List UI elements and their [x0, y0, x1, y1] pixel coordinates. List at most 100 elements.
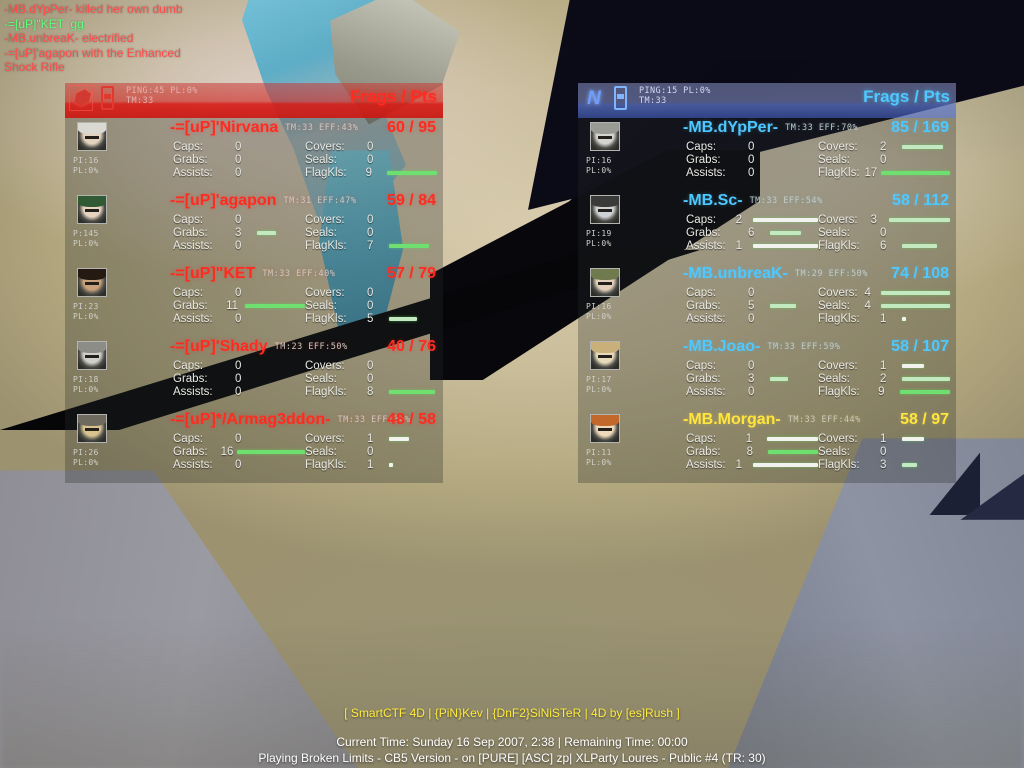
player-name-text: -MB.Joao-	[683, 338, 761, 355]
stat-value-covers: 0	[367, 140, 374, 153]
stat-value-seals: 0	[880, 226, 887, 239]
player-name[interactable]: -=[uP]'Shady TM:23 EFF:50%	[170, 338, 348, 356]
player-connection-info: PI:18 PL:0%	[73, 375, 99, 394]
avatar-eyes	[598, 282, 612, 285]
stats-column-right: Covers: 0 Seals: 0 FlagKls: 7	[305, 213, 437, 252]
stat-label-covers: Covers:	[818, 286, 858, 299]
stat-label-covers: Covers:	[305, 286, 345, 299]
stat-value-covers: 0	[367, 213, 374, 226]
stat-label-assists: Assists:	[173, 239, 213, 252]
stat-value-covers: 0	[367, 359, 374, 372]
stat-label-seals: Seals:	[818, 445, 850, 458]
stat-label-flagkls: FlagKls:	[818, 239, 860, 252]
stat-label-caps: Caps:	[686, 286, 717, 299]
player-ping: PI:17	[586, 375, 612, 384]
stat-value-assists: 1	[735, 458, 742, 471]
stat-label-seals: Seals:	[818, 226, 850, 239]
stat-covers: Covers: 0	[305, 286, 437, 299]
stat-flagkls: FlagKls: 3	[818, 458, 950, 471]
stat-label-grabs: Grabs:	[686, 226, 721, 239]
scoreboard-player-row[interactable]: P:145 PL:0% -=[uP]'agapon TM:31 EFF:47% 59 /…	[65, 191, 443, 264]
player-name-text: -=[uP]'Shady	[170, 338, 268, 355]
stat-value-covers: 1	[880, 359, 887, 372]
player-name[interactable]: -MB.Joao- TM:33 EFF:59%	[683, 338, 840, 356]
player-score: 85 / 169	[891, 119, 949, 136]
player-ping: PI:16	[586, 156, 612, 165]
player-name[interactable]: -=[uP]"KET TM:33 EFF:40%	[170, 265, 335, 283]
avatar	[590, 195, 620, 224]
stat-bar-grabs	[770, 376, 788, 381]
stat-label-flagkls: FlagKls:	[305, 239, 347, 252]
player-name[interactable]: -=[uP]*/Armag3ddon- TM:33 EFF:34%	[170, 411, 410, 429]
player-stats: Caps: 0 Grabs: 11 Assists: 0 Covers: 0 Seals: 0 Fl…	[173, 286, 437, 325]
stats-column-left: Caps: 0 Grabs: 5 Assists: 0	[686, 286, 818, 325]
stats-column-right: Covers: 0 Seals: 0 FlagKls: 8	[305, 359, 437, 398]
avatar-hair	[591, 123, 619, 134]
stat-grabs: Grabs: 5	[686, 299, 818, 312]
player-name[interactable]: -=[uP]'Nirvana TM:33 EFF:43%	[170, 119, 358, 137]
stat-value-assists: 0	[235, 312, 242, 325]
stats-column-left: Caps: 0 Grabs: 16 Assists: 0	[173, 432, 305, 471]
scoreboard-player-row[interactable]: PI:16 PL:0% -MB.dYpPer- TM:33 EFF:70% 85 / 1…	[578, 118, 956, 191]
stat-value-flagkls: 9	[365, 166, 373, 179]
stat-label-grabs: Grabs:	[173, 372, 208, 385]
stat-value-assists: 0	[235, 458, 242, 471]
stat-value-caps: 0	[748, 140, 755, 153]
stat-bar-assists	[753, 243, 818, 248]
player-name[interactable]: -MB.unbreaK- TM:29 EFF:50%	[683, 265, 868, 283]
current-time-line: Current Time: Sunday 16 Sep 2007, 2:38 |…	[336, 735, 688, 749]
player-connection-info: PI:17 PL:0%	[586, 375, 612, 394]
player-name[interactable]: -MB.Sc- TM:33 EFF:54%	[683, 192, 823, 210]
stat-value-assists: 1	[735, 239, 742, 252]
scoreboard-player-row[interactable]: PI:23 PL:0% -=[uP]"KET TM:33 EFF:40% 57 / 79…	[65, 264, 443, 337]
stats-column-left: Caps: 0 Grabs: 11 Assists: 0	[173, 286, 305, 325]
stat-assists: Assists: 0	[686, 166, 818, 179]
scoreboard-player-row[interactable]: PI:19 PL:0% -MB.Sc- TM:33 EFF:54% 58 / 112 Ca…	[578, 191, 956, 264]
scene-ground-shadow	[0, 620, 1024, 768]
scoreboard-footer: [ SmartCTF 4D | {PiN}Kev | {DnF2}SiNiSTe…	[0, 706, 1024, 766]
stat-value-grabs: 16	[220, 445, 234, 458]
player-tm-eff: TM:33 EFF:44%	[787, 415, 861, 425]
stat-caps: Caps: 0	[173, 286, 305, 299]
player-name[interactable]: -MB.dYpPer- TM:33 EFF:70%	[683, 119, 858, 137]
player-packetloss: PL:0%	[73, 384, 99, 394]
stat-bar-covers	[902, 436, 924, 441]
scoreboard-player-row[interactable]: PI:16 PL:0% -MB.unbreaK- TM:29 EFF:50% 74 / …	[578, 264, 956, 337]
stats-column-left: Caps: 0 Grabs: 0 Assists: 0	[173, 140, 305, 179]
stats-column-right: Covers: 1 Seals: 0 FlagKls: 3	[818, 432, 950, 471]
player-name-text: -MB.Sc-	[683, 192, 743, 209]
player-name[interactable]: -MB.Morgan- TM:33 EFF:44%	[683, 411, 861, 429]
stat-bar-grabs	[770, 230, 801, 235]
chat-message: -MB.dYpPer- killed her own dumb	[4, 2, 183, 16]
avatar-hair	[78, 123, 106, 134]
stat-value-flagkls: 1	[880, 312, 887, 325]
scoreboard-player-row[interactable]: PI:16 PL:0% -=[uP]'Nirvana TM:33 EFF:43% 60 …	[65, 118, 443, 191]
stat-label-seals: Seals:	[305, 226, 337, 239]
stat-value-assists: 0	[235, 166, 242, 179]
stat-label-assists: Assists:	[686, 166, 726, 179]
stat-caps: Caps: 0	[173, 359, 305, 372]
stat-label-covers: Covers:	[305, 140, 345, 153]
player-name-text: -=[uP]*/Armag3ddon-	[170, 411, 331, 428]
stat-value-flagkls: 1	[367, 458, 374, 471]
player-tm-eff: TM:29 EFF:50%	[794, 269, 868, 279]
scoreboard-player-row[interactable]: PI:17 PL:0% -MB.Joao- TM:33 EFF:59% 58 / 107…	[578, 337, 956, 410]
stats-column-left: Caps: 0 Grabs: 0 Assists: 0	[173, 359, 305, 398]
scoreboard-player-row[interactable]: PI:18 PL:0% -=[uP]'Shady TM:23 EFF:50% 40 / …	[65, 337, 443, 410]
team-ping: PING:15 PL:0%	[639, 86, 711, 96]
stat-label-covers: Covers:	[818, 359, 858, 372]
stat-assists: Assists: 1	[686, 239, 818, 252]
player-rows-red: PI:16 PL:0% -=[uP]'Nirvana TM:33 EFF:43% 60 …	[65, 118, 443, 483]
stat-caps: Caps: 0	[173, 432, 305, 445]
player-connection-info: PI:19 PL:0%	[586, 229, 612, 248]
stat-label-caps: Caps:	[686, 140, 717, 153]
avatar-hair	[78, 269, 106, 280]
stats-column-right: Covers: 1 Seals: 2 FlagKls: 9	[818, 359, 950, 398]
scoreboard-player-row[interactable]: PI:11 PL:0% -MB.Morgan- TM:33 EFF:44% 58 / 9…	[578, 410, 956, 483]
team-logo-icon: N	[587, 87, 601, 109]
stat-label-covers: Covers:	[305, 359, 345, 372]
player-name[interactable]: -=[uP]'agapon TM:31 EFF:47%	[170, 192, 357, 210]
scoreboard-player-row[interactable]: PI:26 PL:0% -=[uP]*/Armag3ddon- TM:33 EFF:3…	[65, 410, 443, 483]
stat-caps: Caps: 2	[686, 213, 818, 226]
